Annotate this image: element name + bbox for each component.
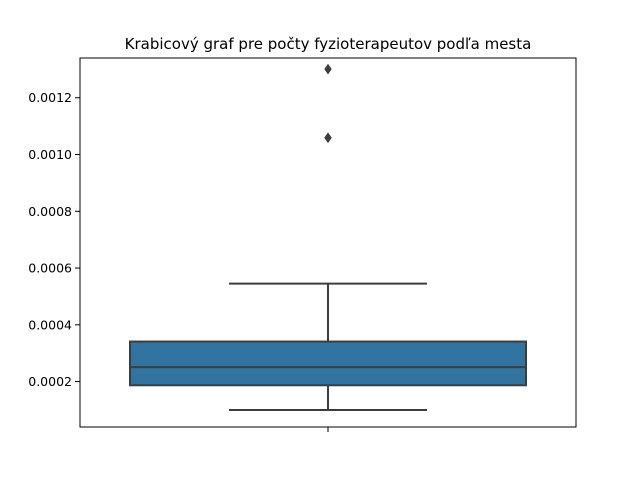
y-tick-label: 0.0008 <box>28 204 72 219</box>
y-tick-label: 0.0006 <box>28 261 72 276</box>
outlier-point <box>324 132 332 144</box>
y-tick-label: 0.0012 <box>28 90 72 105</box>
y-tick-label: 0.0002 <box>28 374 72 389</box>
interquartile-box <box>129 340 527 387</box>
chart-title: Krabicový graf pre počty fyzioterapeutov… <box>125 35 532 53</box>
plot-area: 0.0002 0.0004 0.0006 0.0008 0.0010 0.0012 <box>28 57 577 432</box>
y-tick-label: 0.0004 <box>28 317 72 332</box>
outlier-point <box>324 63 332 75</box>
y-tick-label: 0.0010 <box>28 147 72 162</box>
